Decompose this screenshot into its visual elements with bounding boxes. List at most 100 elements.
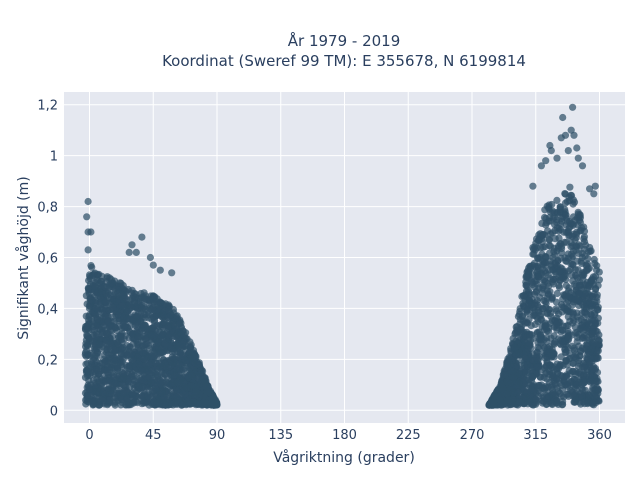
data-point — [531, 277, 539, 285]
data-point — [126, 328, 134, 336]
data-point — [569, 103, 577, 111]
data-point — [119, 389, 127, 397]
x-tick-label: 315 — [523, 428, 548, 443]
data-point — [579, 272, 587, 280]
data-point — [122, 348, 130, 357]
data-point — [168, 269, 176, 277]
data-point — [175, 360, 183, 368]
data-point — [95, 377, 103, 385]
data-point — [576, 281, 584, 289]
data-point — [575, 290, 583, 298]
data-point — [569, 277, 577, 285]
data-point — [523, 361, 531, 369]
data-point — [540, 231, 549, 239]
data-point — [88, 297, 96, 305]
data-point — [558, 308, 566, 316]
data-point — [580, 233, 589, 241]
data-point — [561, 131, 570, 139]
chart-title-line-2: Koordinat (Sweref 99 TM): E 355678, N 61… — [162, 52, 526, 70]
data-point — [103, 346, 112, 354]
data-point — [158, 389, 166, 397]
data-point — [159, 310, 167, 319]
data-point — [564, 344, 572, 352]
data-point — [173, 386, 181, 394]
data-point — [533, 348, 542, 356]
data-point — [154, 373, 162, 381]
data-point — [586, 299, 595, 307]
data-point — [594, 386, 603, 394]
data-point — [138, 397, 146, 405]
data-point — [578, 249, 586, 257]
data-point — [527, 344, 535, 352]
data-point — [576, 211, 584, 220]
x-tick-label: 225 — [396, 428, 421, 443]
data-point — [151, 385, 159, 393]
data-point — [553, 196, 561, 204]
data-point — [588, 387, 597, 395]
data-point — [562, 357, 570, 365]
data-point — [573, 381, 581, 389]
data-point — [150, 316, 159, 324]
data-point — [87, 228, 95, 236]
data-point — [105, 376, 113, 385]
data-point — [532, 395, 540, 404]
data-point — [536, 336, 544, 344]
data-point — [148, 304, 156, 312]
data-point — [504, 396, 512, 404]
data-point — [96, 341, 104, 349]
data-point — [103, 330, 111, 338]
data-point — [558, 337, 566, 345]
data-point — [546, 378, 554, 386]
data-point — [84, 246, 92, 254]
data-point — [91, 352, 99, 360]
data-point — [131, 322, 139, 330]
data-point — [149, 261, 157, 269]
data-point — [591, 259, 599, 267]
data-point — [560, 373, 568, 381]
data-point — [586, 243, 594, 252]
data-point — [108, 280, 116, 288]
data-point — [577, 370, 585, 378]
data-point — [552, 307, 561, 315]
data-point — [170, 368, 178, 377]
data-point — [559, 398, 567, 406]
data-point — [555, 224, 563, 232]
data-point — [573, 144, 581, 152]
data-point — [594, 354, 602, 362]
data-point — [139, 327, 147, 335]
data-point — [89, 331, 97, 339]
data-point — [156, 349, 164, 357]
data-point — [579, 386, 587, 394]
data-point — [564, 303, 572, 311]
data-point — [564, 335, 572, 343]
data-point — [551, 213, 559, 221]
data-point — [114, 317, 123, 325]
y-tick-label: 0,4 — [37, 302, 58, 317]
data-point — [178, 340, 186, 348]
data-point — [532, 354, 541, 362]
data-point — [503, 390, 511, 398]
data-point — [176, 318, 184, 326]
data-point — [126, 383, 134, 391]
data-point — [559, 326, 567, 334]
data-point — [161, 300, 170, 308]
data-point — [573, 243, 581, 251]
data-point — [212, 399, 220, 407]
data-point — [187, 372, 196, 380]
data-point — [120, 295, 128, 303]
data-point — [145, 295, 153, 304]
data-point — [567, 243, 575, 251]
data-point — [538, 289, 546, 297]
data-point — [511, 330, 519, 338]
data-point — [111, 346, 119, 354]
data-point — [577, 321, 585, 330]
data-point — [129, 390, 137, 398]
data-point — [529, 250, 537, 258]
x-tick-label: 45 — [145, 428, 162, 443]
data-point — [527, 386, 535, 394]
data-point — [580, 308, 588, 316]
data-point — [148, 331, 156, 339]
data-point — [160, 318, 168, 326]
data-point — [515, 379, 523, 387]
data-point — [85, 365, 93, 373]
